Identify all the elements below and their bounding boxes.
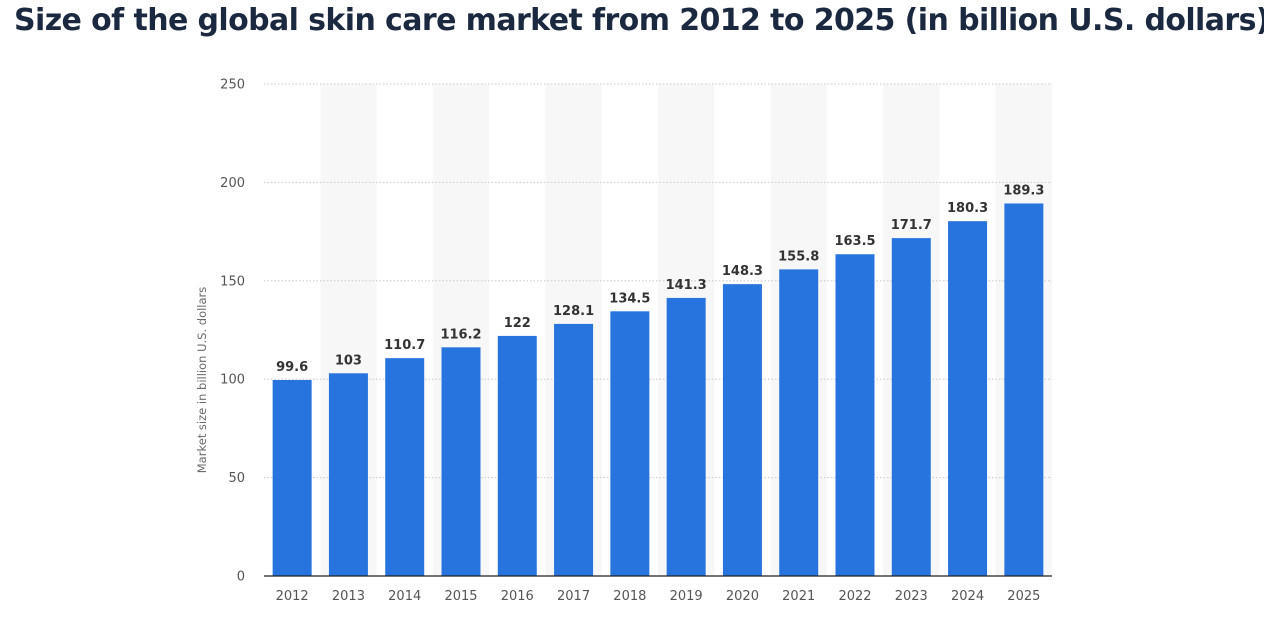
x-tick-label: 2014	[388, 589, 421, 604]
x-tick-label: 2019	[670, 589, 703, 604]
bar-value-label: 116.2	[440, 327, 481, 342]
bar	[1004, 203, 1044, 577]
chart-container: 0 50 100 150 200 250 99.6 103 110.7 116.2 122 128.…	[0, 50, 1264, 643]
bar-value-label: 134.5	[609, 291, 650, 306]
bar	[610, 311, 650, 576]
y-tick-label: 150	[220, 274, 245, 289]
bar	[891, 238, 931, 576]
x-tick-label: 2021	[782, 589, 815, 604]
y-tick-label: 200	[220, 176, 245, 191]
page-title: Size of the global skin care market from…	[14, 3, 1264, 38]
bar-value-label: 148.3	[722, 264, 763, 279]
bar-value-label: 163.5	[834, 234, 875, 249]
bar	[779, 269, 819, 576]
x-tick-label: 2015	[444, 589, 477, 604]
x-tick-label: 2018	[613, 589, 646, 604]
bar	[948, 221, 988, 576]
bar-value-label: 103	[335, 353, 362, 368]
x-axis-ticks: 2012 2013 2014 2015 2016 2017 2018 2019 2020 2021…	[276, 589, 1041, 604]
bars	[272, 203, 1044, 577]
bar	[328, 373, 368, 576]
bar	[385, 358, 425, 576]
bar-value-label: 180.3	[947, 201, 988, 216]
x-tick-label: 2023	[895, 589, 928, 604]
y-axis-ticks: 0 50 100 150 200 250	[220, 78, 245, 585]
bar	[441, 347, 481, 576]
bar-value-label: 171.7	[891, 218, 932, 233]
bar-value-label: 141.3	[666, 278, 707, 293]
bar-value-label: 128.1	[553, 304, 594, 319]
bar	[722, 284, 762, 576]
bar-value-label: 99.6	[276, 360, 308, 375]
bar	[272, 379, 312, 576]
x-tick-label: 2016	[501, 589, 534, 604]
y-axis-label: Market size in billion U.S. dollars	[195, 286, 209, 474]
bar-value-label: 110.7	[384, 338, 425, 353]
y-tick-label: 250	[220, 78, 245, 93]
x-tick-label: 2017	[557, 589, 590, 604]
value-labels: 99.6 103 110.7 116.2 122 128.1 134.5 141.3 148.3…	[276, 183, 1044, 375]
bar-value-label: 122	[504, 316, 531, 331]
y-tick-label: 100	[220, 373, 245, 388]
bar-value-label: 189.3	[1003, 183, 1044, 198]
bar	[666, 297, 706, 576]
x-tick-label: 2024	[951, 589, 984, 604]
bar-chart: 0 50 100 150 200 250 99.6 103 110.7 116.2 122 128.…	[220, 78, 1052, 604]
x-tick-label: 2012	[276, 589, 309, 604]
bar	[497, 335, 537, 576]
y-tick-label: 50	[228, 471, 245, 486]
bar-value-label: 155.8	[778, 249, 819, 264]
x-tick-label: 2025	[1007, 589, 1040, 604]
y-tick-label: 0	[237, 570, 245, 585]
x-tick-label: 2013	[332, 589, 365, 604]
x-tick-label: 2020	[726, 589, 759, 604]
bar	[835, 254, 875, 576]
x-tick-label: 2022	[838, 589, 871, 604]
bar	[554, 323, 594, 576]
